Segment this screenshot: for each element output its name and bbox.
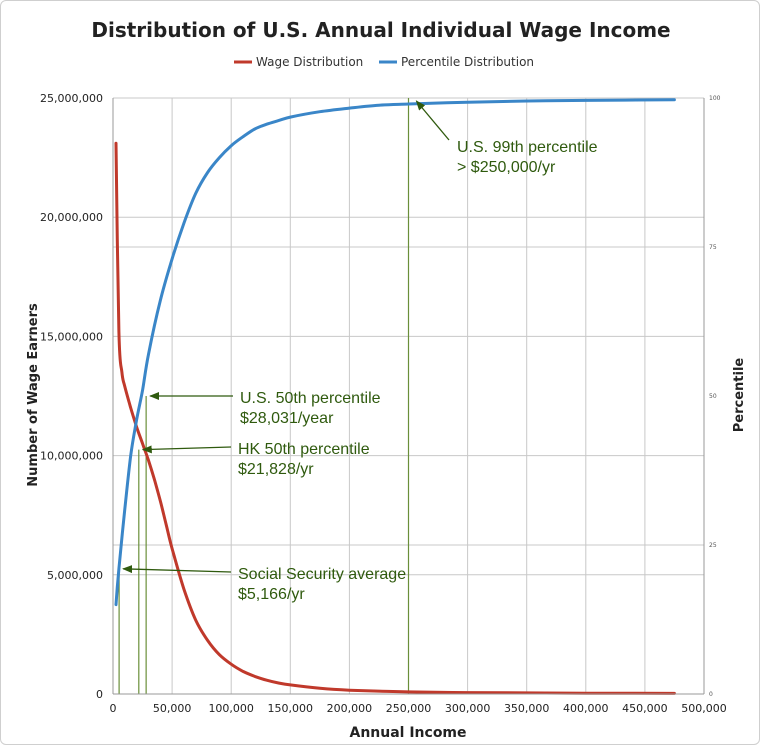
annotation-text-social-security: Social Security average [238,566,406,583]
axes: 0 5,000,000 10,000,000 15,000,000 20,000,000… [40,92,727,715]
series-percentile-distribution [114,98,676,607]
annotation-text-us-50th: $28,031/year [240,410,334,427]
annotations: U.S. 99th percentile > $250,000/yr U.S. 50… [122,100,598,603]
annotation-text-hk-50th: $21,828/yr [238,461,314,478]
y-axis-label: Number of Wage Earners [26,303,41,487]
y2-axis-label: Percentile [732,358,747,433]
annotation-text-social-security: $5,166/yr [238,586,305,603]
chart-title: Distribution of U.S. Annual Individual W… [91,18,670,42]
annotation-text-hk-50th: HK 50th percentile [238,441,370,458]
legend-label-percentile: Percentile Distribution [401,55,534,69]
annotation-text-us-50th: U.S. 50th percentile [240,390,381,407]
x-tick-label: 150,000 [268,702,314,715]
x-tick-label: 100,000 [208,702,254,715]
x-tick-label: 400,000 [563,702,609,715]
annotation-arrow-us-99th [415,100,450,141]
y-tick-label: 20,000,000 [40,211,103,224]
x-tick-label: 500,000 [681,702,727,715]
x-tick-label: 200,000 [327,702,373,715]
legend-label-wage: Wage Distribution [256,55,363,69]
x-axis-label: Annual Income [349,725,466,741]
x-tick-label: 350,000 [504,702,550,715]
x-tick-label: 250,000 [386,702,432,715]
annotation-arrow-hk-50th [141,445,232,454]
y2-tick-label: 0 [709,691,713,698]
x-tick-label: 50,000 [153,702,192,715]
annotation-arrow-social-security [122,565,232,574]
y-tick-label: 0 [96,688,103,701]
x-tick-label: 0 [110,702,117,715]
y2-tick-label: 25 [709,542,717,549]
y2-tick-label: 50 [709,393,717,400]
y-tick-label: 5,000,000 [47,569,103,582]
y2-tick-label: 75 [709,244,717,251]
x-tick-label: 450,000 [622,702,668,715]
data-series [114,98,676,695]
x-tick-label: 300,000 [445,702,491,715]
legend: Wage Distribution Percentile Distributio… [234,55,534,69]
y-tick-label: 15,000,000 [40,330,103,343]
annotation-text-us-99th: > $250,000/yr [457,159,556,176]
y2-tick-label: 100 [709,95,721,102]
annotation-text-us-99th: U.S. 99th percentile [457,139,598,156]
y-tick-label: 10,000,000 [40,450,103,463]
y-tick-label: 25,000,000 [40,92,103,105]
series-wage-distribution [114,141,676,695]
